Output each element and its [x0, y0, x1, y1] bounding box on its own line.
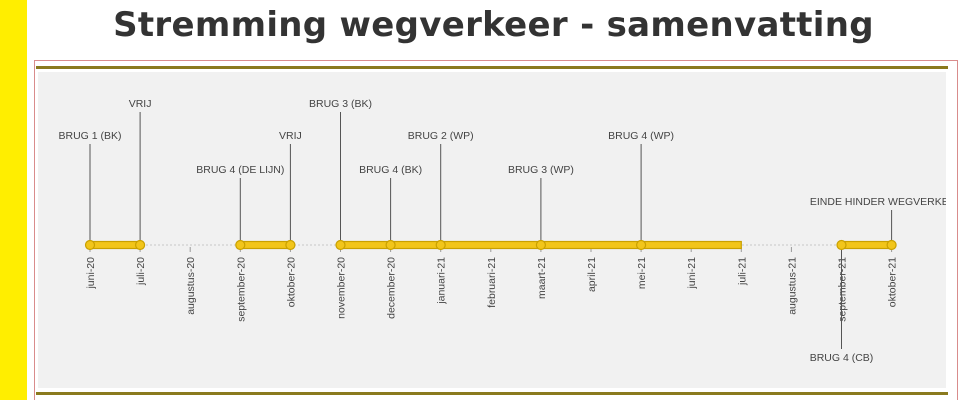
month-label: maart-21 [536, 257, 548, 299]
month-label: augustus-21 [786, 257, 798, 315]
event-label: BRUG 2 (WP) [408, 130, 474, 142]
month-label: mei-21 [636, 257, 648, 289]
event-label: BRUG 4 (WP) [608, 130, 674, 142]
closure-bar [840, 240, 893, 250]
month-label: januari-21 [436, 257, 448, 305]
month-label: augustus-20 [185, 257, 197, 315]
month-label: oktober-20 [285, 257, 297, 307]
top-rule [36, 66, 948, 69]
event-marker [335, 239, 346, 251]
month-label: oktober-21 [887, 257, 899, 307]
timeline-panel: juni-20 juli-20 augustus-20 september-20 okt… [38, 72, 946, 388]
event-marker [435, 239, 446, 251]
month-label: juli-20 [135, 257, 147, 286]
month-label: september-20 [235, 257, 247, 322]
event-label: VRIJ [279, 130, 302, 142]
event-marker [285, 239, 296, 251]
page-title: Stremming wegverkeer - samenvatting [113, 5, 874, 45]
event-marker [635, 239, 647, 251]
event-label: BRUG 4 (DE LIJN) [196, 164, 284, 176]
event-label: BRUG 4 (CB) [810, 352, 874, 364]
side-accent-bar [0, 0, 27, 400]
month-label: december-20 [386, 257, 398, 319]
closure-bar [239, 240, 292, 250]
event-label: BRUG 3 (BK) [309, 98, 372, 110]
event-marker [84, 239, 96, 251]
event-marker [235, 239, 246, 251]
month-label: juli-21 [736, 257, 748, 286]
event-label: VRIJ [129, 98, 152, 110]
timeline-diagram: juni-20 juli-20 augustus-20 september-20 okt… [58, 98, 946, 364]
month-label: november-20 [336, 257, 348, 319]
month-label: april-21 [586, 257, 598, 292]
bottom-rule [36, 392, 948, 395]
month-label: februari-21 [486, 257, 498, 308]
event-marker [836, 239, 847, 251]
event-label: BRUG 1 (BK) [58, 130, 121, 142]
event-marker [886, 239, 897, 251]
month-label: juni-21 [686, 257, 698, 290]
slide-frame [34, 60, 958, 400]
event-label: BRUG 3 (WP) [508, 164, 574, 176]
month-label: juni-20 [85, 257, 97, 290]
event-marker [134, 239, 146, 251]
event-label: BRUG 4 (BK) [359, 164, 422, 176]
closure-bar [89, 240, 141, 250]
event-label: EINDE HINDER WEGVERKEER [810, 196, 946, 208]
event-marker [535, 239, 546, 251]
month-label: september-21 [837, 257, 849, 322]
event-marker [385, 239, 396, 251]
